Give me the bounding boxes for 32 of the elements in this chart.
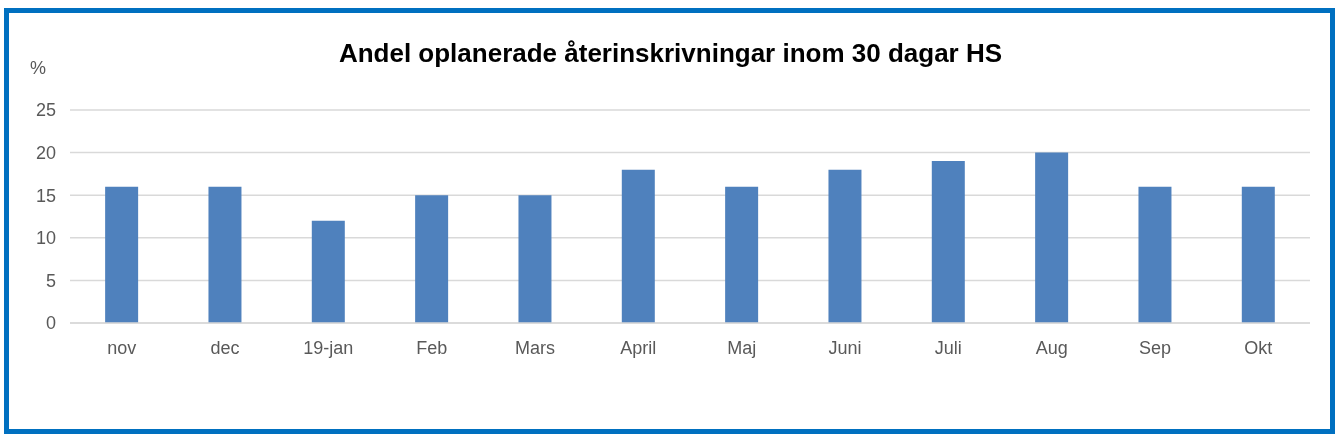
bar — [518, 195, 552, 323]
y-tick-label: 0 — [45, 313, 56, 334]
y-axis-title: % — [30, 58, 47, 79]
x-tick-label: Okt — [1244, 337, 1273, 358]
bar — [725, 186, 759, 323]
bar — [208, 186, 242, 323]
chart-title: Andel oplanerade återinskrivningar inom 30 dagar HS — [338, 38, 1003, 68]
bar — [415, 195, 449, 323]
y-tick-label: 20 — [35, 142, 56, 163]
bar — [931, 161, 965, 323]
x-tick-label: 19-jan — [303, 337, 354, 358]
bar — [621, 169, 655, 323]
x-tick-label: Juli — [934, 337, 962, 358]
x-tick-label: dec — [210, 337, 240, 358]
bar — [311, 220, 345, 323]
x-tick-label: nov — [107, 337, 137, 358]
y-tick-label: 5 — [45, 270, 56, 291]
bar — [1138, 186, 1172, 323]
x-tick-label: Maj — [727, 337, 757, 358]
x-tick-label: Sep — [1138, 337, 1172, 358]
x-tick-label: Mars — [515, 337, 555, 358]
bar — [1035, 152, 1069, 323]
x-tick-label: Aug — [1035, 337, 1068, 358]
x-tick-label: April — [620, 337, 657, 358]
y-tick-label: 10 — [35, 228, 56, 249]
x-tick-label: Juni — [828, 337, 862, 358]
bar — [105, 186, 139, 323]
bar — [828, 169, 862, 323]
y-tick-label: 25 — [35, 100, 56, 121]
y-tick-label: 15 — [35, 185, 56, 206]
x-tick-label: Feb — [416, 337, 448, 358]
bar — [1241, 186, 1275, 323]
